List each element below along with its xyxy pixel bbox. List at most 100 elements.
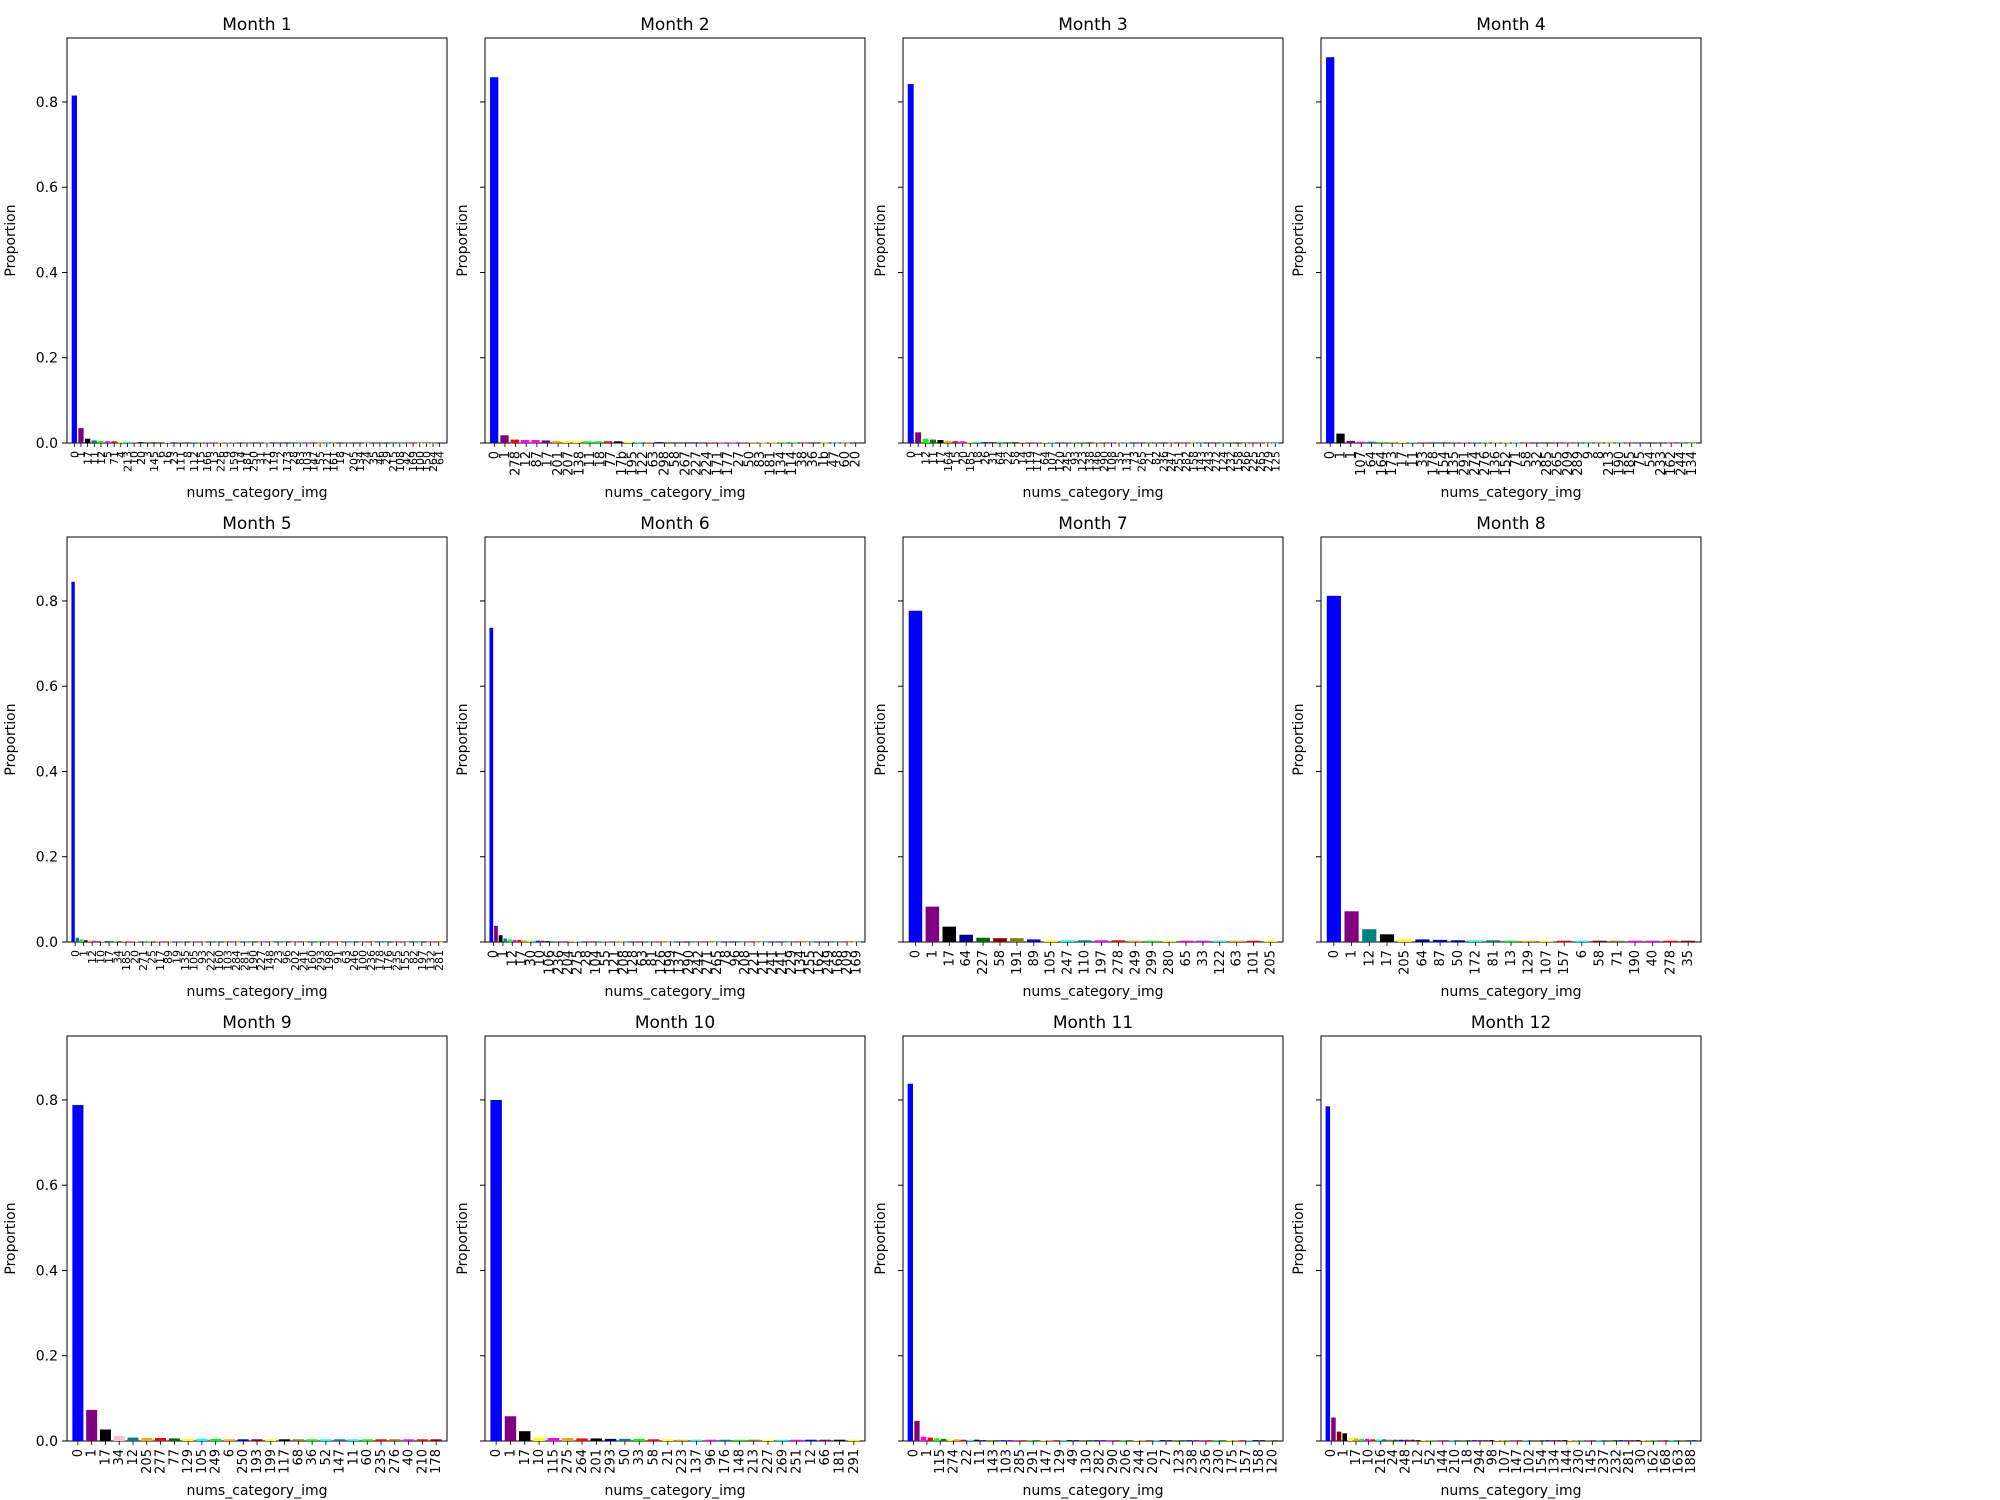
bar xyxy=(1331,1417,1336,1441)
bar xyxy=(707,442,716,444)
bar xyxy=(603,441,612,443)
bar xyxy=(151,442,157,443)
x-tick-label: 129 xyxy=(181,1449,196,1474)
x-tick-label: 205 xyxy=(1398,950,1413,975)
x-tick-label: 275 xyxy=(561,1449,576,1474)
x-tick-label: 204 xyxy=(561,950,576,975)
bar xyxy=(619,1438,631,1441)
x-tick-label: 58 xyxy=(668,451,683,468)
bar xyxy=(790,1439,803,1441)
x-tick-label: 122 xyxy=(1213,950,1228,975)
bar xyxy=(1466,1440,1471,1441)
bar xyxy=(91,440,97,443)
bar xyxy=(299,941,304,943)
x-tick-label: 237 xyxy=(1597,1449,1612,1474)
x-tick-label: 82 xyxy=(1150,451,1163,465)
x-tick-label: 96 xyxy=(704,1449,719,1466)
x-tick-label: 119 xyxy=(1024,451,1037,472)
x-tick-label: 148 xyxy=(732,1449,747,1474)
bar xyxy=(1397,939,1412,942)
bar xyxy=(210,1438,222,1441)
x-tick-label: 271 xyxy=(137,950,150,971)
bar xyxy=(1326,595,1341,942)
bar xyxy=(1213,1440,1219,1441)
x-tick-label: 160 xyxy=(306,950,319,971)
y-axis-label: Proportion xyxy=(1291,703,1307,775)
x-tick-label: 1 xyxy=(78,950,91,957)
bar xyxy=(517,939,522,942)
bar xyxy=(204,442,210,444)
subplot-title: Month 3 xyxy=(1058,15,1128,35)
bar xyxy=(967,1439,973,1441)
x-tick-label: 71 xyxy=(1509,451,1524,468)
bar xyxy=(105,941,109,942)
x-tick-label: 147 xyxy=(1510,1449,1525,1474)
bar xyxy=(1398,1439,1404,1441)
bar xyxy=(997,442,1003,443)
bar xyxy=(676,442,685,443)
x-tick-label: 197 xyxy=(416,950,429,971)
x-tick-label: 16 xyxy=(161,451,174,465)
x-tick-label: 7 xyxy=(341,451,354,458)
x-tick-label: 129 xyxy=(1522,950,1537,975)
bar xyxy=(320,941,325,943)
bar xyxy=(1080,1440,1086,1441)
x-tick-label: 1 xyxy=(75,451,88,458)
x-tick-label: 238 xyxy=(1186,1449,1201,1474)
bar xyxy=(852,941,856,943)
bar xyxy=(1433,939,1448,942)
bar xyxy=(801,941,805,943)
y-tick-label: 0.4 xyxy=(36,1263,58,1279)
bar xyxy=(1019,442,1026,443)
x-tick-label: 17 xyxy=(515,950,530,967)
x-tick-label: 289 xyxy=(1571,451,1586,476)
x-tick-label: 112 xyxy=(188,451,201,472)
bar xyxy=(155,1438,167,1441)
bar xyxy=(1645,940,1660,942)
bar xyxy=(1049,442,1056,444)
x-axis-label: nums_category_img xyxy=(605,1483,746,1499)
bar xyxy=(1512,442,1521,444)
x-tick-label: 17 xyxy=(103,950,116,964)
x-tick-label: 251 xyxy=(790,1449,805,1474)
x-tick-label: 1 xyxy=(912,451,925,458)
x-tick-label: 83 xyxy=(753,451,768,468)
bar xyxy=(244,941,249,943)
x-tick-label: 58 xyxy=(1520,451,1535,468)
x-tick-label: 1 xyxy=(920,1449,935,1457)
bar xyxy=(96,941,101,942)
bar xyxy=(1646,1440,1652,1441)
x-tick-label: 128 xyxy=(626,950,641,975)
x-tick-label: 134 xyxy=(774,451,789,476)
y-tick-label: 0.0 xyxy=(36,436,58,452)
bar xyxy=(787,941,791,943)
bar xyxy=(842,941,847,943)
bar xyxy=(130,941,134,943)
bar xyxy=(282,941,287,943)
bar xyxy=(680,941,684,943)
bar xyxy=(1263,940,1278,942)
bar xyxy=(925,906,940,942)
x-tick-label: 178 xyxy=(374,950,387,971)
subplot-month-11: Month 11Proportion0111527422111431032852… xyxy=(873,1013,1284,1499)
x-tick-label: 0 xyxy=(907,1449,922,1457)
bar xyxy=(124,441,131,443)
x-tick-label: 282 xyxy=(1180,451,1193,472)
x-tick-label: 230 xyxy=(1212,1449,1227,1474)
x-tick-label: 1 xyxy=(1334,451,1349,459)
x-tick-label: 175 xyxy=(1226,1449,1241,1474)
bar xyxy=(1629,1440,1635,1441)
bar xyxy=(748,442,757,444)
bar xyxy=(287,941,291,943)
x-tick-label: 190 xyxy=(247,950,260,971)
x-tick-label: 19 xyxy=(171,950,184,964)
bar xyxy=(1477,1440,1483,1441)
x-tick-label: 221 xyxy=(747,950,762,975)
bar xyxy=(155,941,160,943)
bar xyxy=(261,941,266,943)
x-tick-label: 191 xyxy=(1010,950,1025,975)
x-tick-label: 293 xyxy=(604,1449,619,1474)
subplot-month-12: Month 12Proportion0117102162424812521442… xyxy=(1291,1013,1702,1499)
bar xyxy=(942,926,957,942)
